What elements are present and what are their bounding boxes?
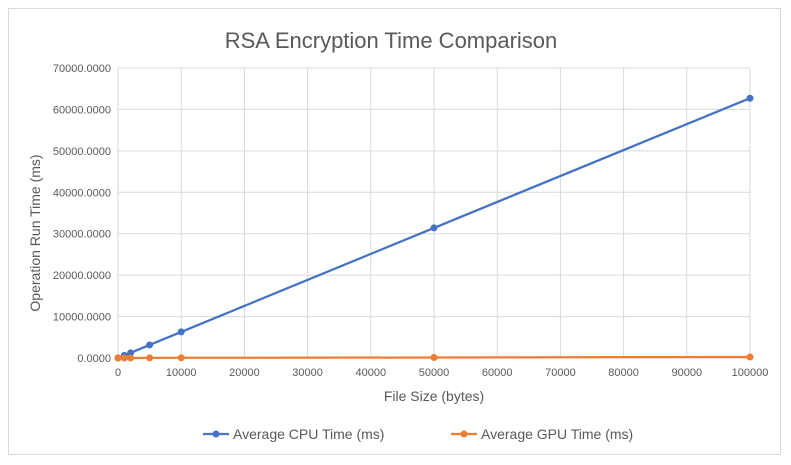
data-point <box>177 328 185 336</box>
data-point <box>146 354 154 362</box>
legend-swatch-marker <box>460 430 468 438</box>
data-point <box>177 354 185 362</box>
legend-label: Average CPU Time (ms) <box>233 426 384 442</box>
x-tick-label: 10000 <box>166 367 197 379</box>
x-tick-label: 80000 <box>608 367 639 379</box>
y-tick-label: 70000.0000 <box>53 63 111 75</box>
y-axis-title: Operation Run Time (ms) <box>27 154 43 311</box>
y-tick-label: 0.0000 <box>77 353 111 365</box>
series-gpu <box>114 353 754 362</box>
y-tick-label: 10000.0000 <box>53 312 111 324</box>
legend-swatch-marker <box>212 430 220 438</box>
y-tick-label: 20000.0000 <box>53 270 111 282</box>
y-tick-label: 60000.0000 <box>53 104 111 116</box>
gridlines <box>117 67 751 359</box>
x-tick-label: 70000 <box>545 367 576 379</box>
data-point <box>114 354 122 362</box>
chart-title: RSA Encryption Time Comparison <box>225 28 558 53</box>
chart-frame <box>8 8 781 455</box>
x-tick-label: 60000 <box>482 367 513 379</box>
data-point <box>120 354 128 362</box>
legend: Average CPU Time (ms) Average GPU Time (m… <box>203 426 633 442</box>
y-tick-label: 40000.0000 <box>53 187 111 199</box>
legend-item: Average GPU Time (ms) <box>451 426 633 442</box>
y-tick-label: 50000.0000 <box>53 146 111 158</box>
data-point <box>430 224 438 232</box>
legend-label: Average GPU Time (ms) <box>481 426 633 442</box>
x-tick-label: 50000 <box>419 367 450 379</box>
data-point <box>127 354 135 362</box>
x-tick-label: 90000 <box>672 367 703 379</box>
x-tick-label: 20000 <box>229 367 260 379</box>
x-tick-label: 0 <box>115 367 121 379</box>
y-tick-label: 30000.0000 <box>53 229 111 241</box>
series-layer <box>114 94 754 362</box>
data-point <box>127 349 135 357</box>
x-axis-ticks: 0 10000 20000 30000 40000 50000 60000 70000 8000… <box>115 367 768 379</box>
data-point <box>746 353 754 361</box>
x-axis-title: File Size (bytes) <box>384 388 484 404</box>
data-point <box>430 354 438 362</box>
data-point <box>746 94 754 102</box>
data-point <box>146 341 154 349</box>
y-axis-ticks: 0.0000 10000.0000 20000.0000 30000.0000 4000… <box>53 63 111 365</box>
legend-item: Average CPU Time (ms) <box>203 426 384 442</box>
x-tick-label: 30000 <box>292 367 323 379</box>
x-tick-label: 100000 <box>732 367 769 379</box>
x-tick-label: 40000 <box>356 367 387 379</box>
